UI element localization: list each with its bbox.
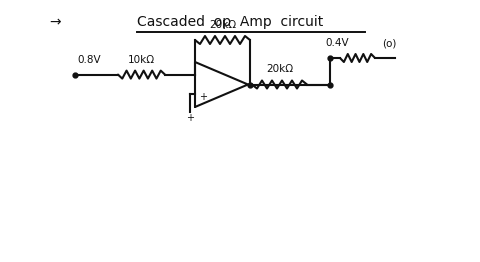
Text: 0.4V: 0.4V — [325, 38, 348, 48]
Text: +: + — [199, 92, 207, 102]
Text: 10kΩ: 10kΩ — [127, 54, 155, 65]
Text: (o): (o) — [382, 38, 396, 48]
Text: 0.8V: 0.8V — [77, 54, 101, 65]
Text: 20kΩ: 20kΩ — [266, 64, 293, 74]
Text: →: → — [49, 15, 61, 29]
Text: Cascaded  op  Amp  circuit: Cascaded op Amp circuit — [137, 15, 323, 29]
Text: 20kΩ: 20kΩ — [209, 20, 236, 30]
Text: +: + — [186, 113, 194, 123]
